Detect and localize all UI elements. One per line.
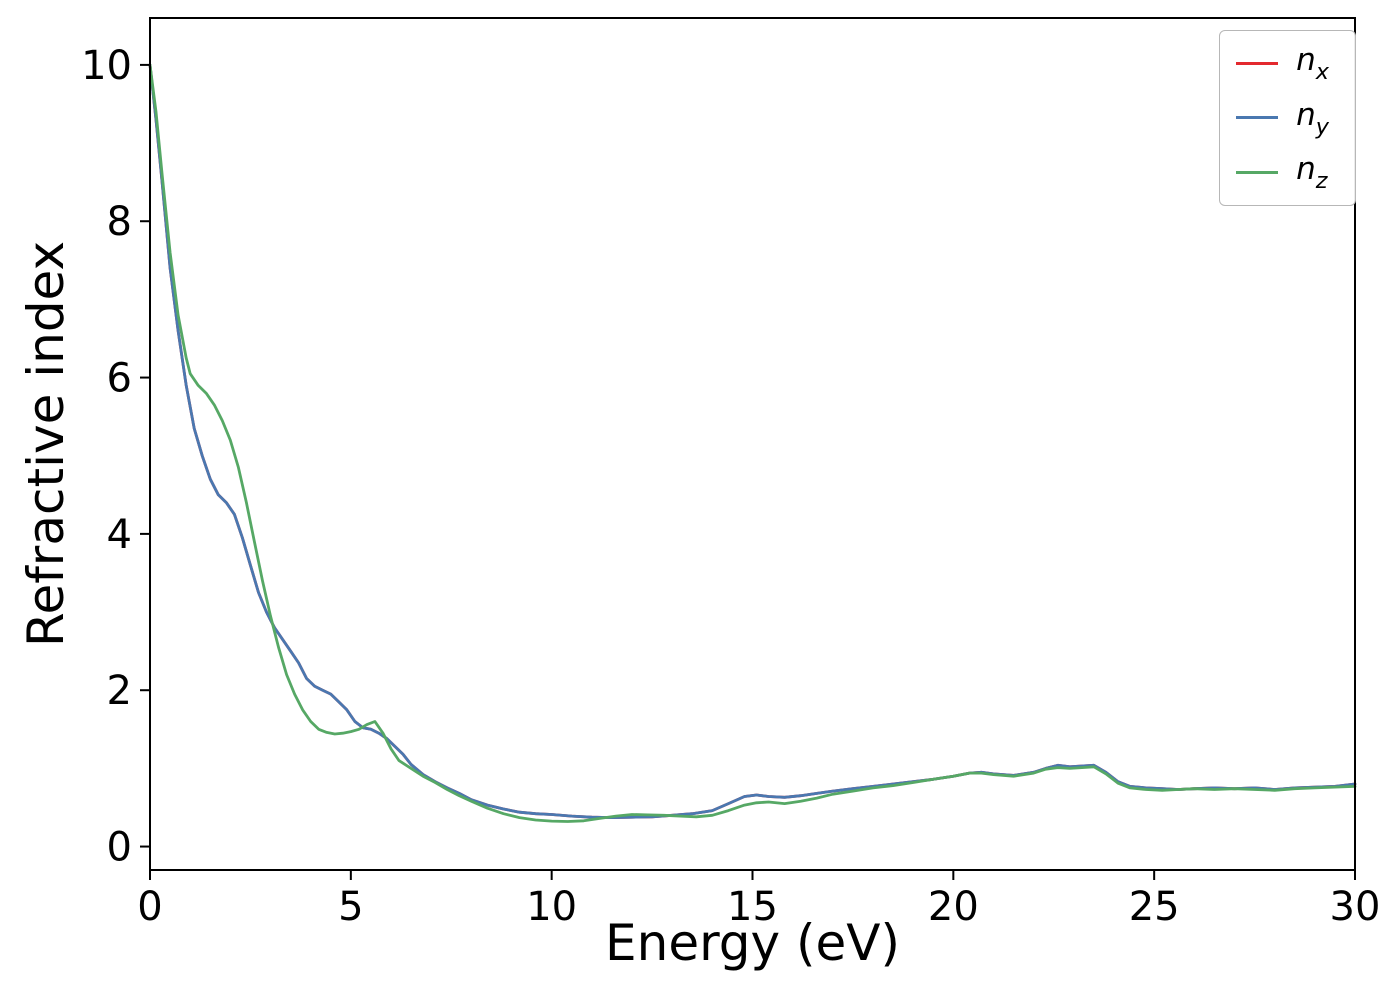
x-tick-label: 20 (928, 884, 979, 930)
legend: nx ny nz (1219, 30, 1356, 206)
y-tick-label: 10 (81, 43, 132, 89)
x-tick-label: 0 (137, 884, 162, 930)
legend-line-nx-icon (1236, 61, 1279, 65)
legend-label-nx-sub: x (1315, 59, 1329, 86)
legend-label-nz-main: n (1296, 151, 1316, 187)
legend-label-ny: ny (1296, 96, 1329, 140)
legend-item-nx: nx (1236, 42, 1329, 86)
y-tick-label: 0 (107, 825, 132, 871)
y-axis-label: Refractive index (17, 240, 75, 648)
legend-label-ny-sub: y (1315, 113, 1329, 140)
x-tick-label: 25 (1129, 884, 1180, 930)
x-axis-label: Energy (eV) (605, 914, 900, 972)
legend-label-ny-main: n (1296, 96, 1316, 133)
x-tick-label: 15 (727, 884, 778, 930)
legend-label-nz-sub: z (1315, 168, 1328, 195)
legend-label-nz: nz (1296, 151, 1328, 195)
y-tick-label: 4 (107, 512, 132, 558)
y-tick-label: 6 (107, 356, 132, 402)
legend-label-nx-main: n (1296, 42, 1316, 78)
series-line-ny (148, 63, 1357, 819)
plot-border (149, 17, 1356, 871)
legend-item-ny: ny (1236, 96, 1329, 140)
legend-label-nx: nx (1296, 42, 1329, 86)
series-line-nx (148, 63, 1357, 819)
y-tick-label: 2 (107, 668, 132, 714)
y-tick-label: 8 (107, 199, 132, 245)
x-tick-label: 5 (338, 884, 363, 930)
x-tick-label: 30 (1330, 884, 1381, 930)
legend-line-ny-icon (1236, 116, 1279, 120)
x-tick-label: 10 (526, 884, 577, 930)
series-line-nz (148, 63, 1357, 823)
legend-line-nz-icon (1236, 170, 1279, 174)
legend-item-nz: nz (1236, 151, 1329, 195)
